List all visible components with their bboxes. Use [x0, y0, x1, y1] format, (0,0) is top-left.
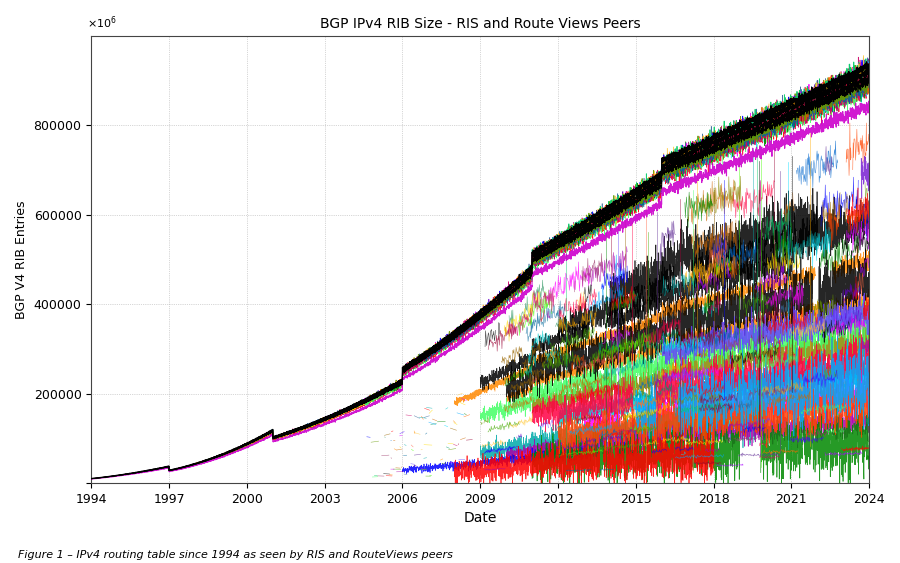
X-axis label: Date: Date	[464, 511, 497, 525]
Title: BGP IPv4 RIB Size - RIS and Route Views Peers: BGP IPv4 RIB Size - RIS and Route Views …	[320, 16, 641, 30]
Text: $\times 10^6$: $\times 10^6$	[87, 15, 117, 32]
Y-axis label: BGP V4 RIB Entries: BGP V4 RIB Entries	[15, 200, 28, 319]
Text: Figure 1 – IPv4 routing table since 1994 as seen by RIS and RouteViews peers: Figure 1 – IPv4 routing table since 1994…	[18, 550, 453, 560]
